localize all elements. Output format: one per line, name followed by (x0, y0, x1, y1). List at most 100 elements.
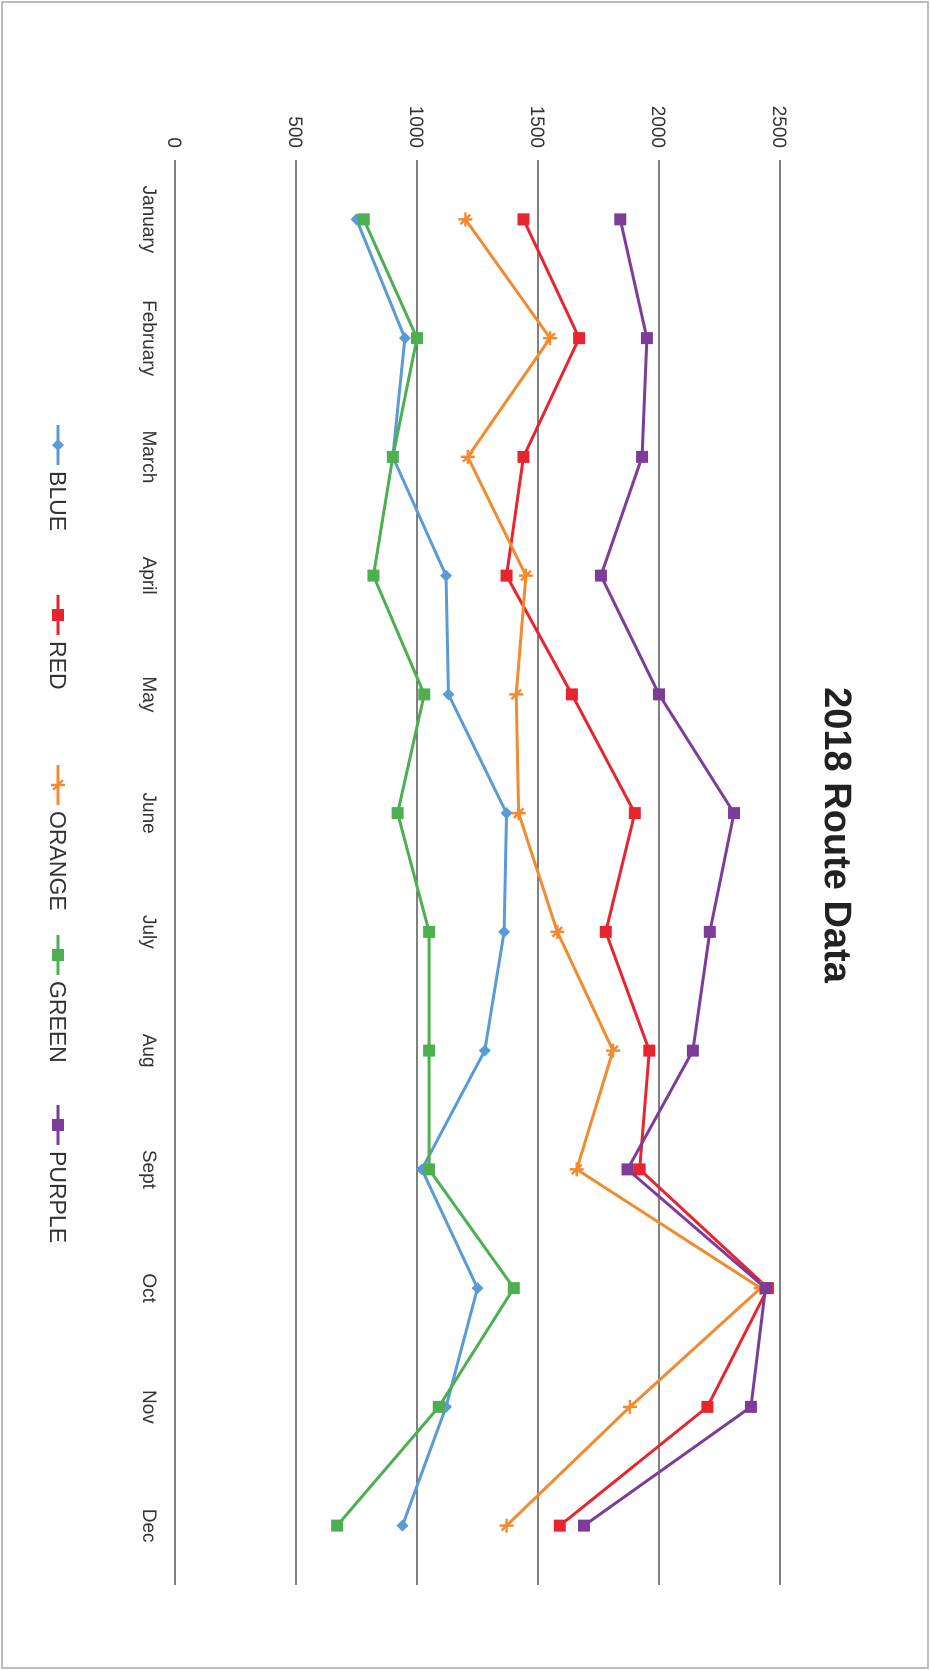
data-point-purple (759, 1282, 772, 1295)
data-point-orange (511, 806, 526, 821)
data-point-green (386, 450, 399, 463)
data-point-green (357, 213, 370, 226)
data-point-purple (594, 569, 607, 582)
legend-item-blue: BLUE (45, 425, 71, 531)
chart-title: 2018 Route Data (816, 687, 858, 984)
gridlines (174, 160, 781, 1585)
data-point-orange (622, 1399, 637, 1414)
x-axis-categories: January February March April May June July Aug S… (138, 186, 159, 1543)
legend-marker-orange (51, 778, 65, 792)
data-point-orange (606, 1043, 621, 1058)
series-red-line (505, 218, 770, 1527)
series-green-line (336, 218, 516, 1527)
data-point-orange (509, 687, 524, 702)
y-tick-label: 1000 (405, 106, 426, 148)
x-category-label: Sept (138, 1150, 159, 1190)
legend-label-red: RED (45, 641, 71, 690)
data-point-blue (396, 1519, 409, 1532)
legend-item-green: GREEN (45, 935, 71, 1063)
data-point-purple (686, 1044, 699, 1057)
data-point-orange (499, 1518, 514, 1533)
legend-item-red: RED (45, 595, 71, 690)
data-point-red (643, 1044, 656, 1057)
data-point-green (331, 1519, 344, 1532)
series-purple (577, 213, 772, 1532)
legend-marker-blue (52, 439, 64, 451)
data-point-red (500, 569, 513, 582)
data-point-purple (703, 925, 716, 938)
y-tick-label: 2000 (647, 106, 668, 148)
data-point-red (565, 688, 578, 701)
x-category-label: Dec (138, 1509, 159, 1543)
legend-label-blue: BLUE (45, 471, 71, 531)
series-lines (331, 212, 774, 1533)
y-tick-label: 500 (284, 116, 305, 148)
data-point-green (507, 1282, 520, 1295)
data-point-purple (577, 1519, 590, 1532)
series-orange-line (464, 218, 763, 1527)
data-point-purple (744, 1400, 757, 1413)
data-point-blue (498, 925, 511, 938)
data-point-green (418, 688, 431, 701)
data-point-red (517, 213, 530, 226)
x-category-label: June (138, 793, 159, 834)
x-category-label: January (138, 186, 159, 254)
x-category-label: February (138, 300, 159, 377)
data-point-orange (550, 924, 565, 939)
data-point-blue (471, 1282, 484, 1295)
data-point-blue (440, 569, 453, 582)
y-tick-label: 1500 (526, 106, 547, 148)
legend-label-orange: ORANGE (45, 811, 71, 911)
legend-marker-purple (52, 1119, 64, 1131)
series-purple-line (583, 219, 767, 1527)
data-point-purple (653, 688, 665, 701)
data-point-orange (569, 1162, 584, 1177)
data-point-purple (636, 450, 649, 463)
data-point-purple (728, 807, 741, 820)
data-point-green (423, 925, 436, 938)
data-point-purple (614, 213, 627, 226)
data-point-green (423, 1044, 436, 1057)
data-point-green (432, 1400, 445, 1413)
x-category-label: March (138, 430, 159, 483)
data-point-red (628, 807, 641, 820)
x-category-label: Oct (138, 1273, 159, 1303)
data-point-orange (460, 449, 475, 464)
x-category-label: Nov (138, 1390, 159, 1424)
legend-marker-red (52, 609, 64, 621)
legend-item-orange: ORANGE (45, 765, 71, 911)
x-category-label: July (138, 915, 159, 949)
legend-label-green: GREEN (45, 981, 71, 1063)
data-point-red (517, 450, 530, 463)
data-point-red (599, 925, 612, 938)
data-point-purple (621, 1163, 634, 1176)
data-point-blue (478, 1044, 491, 1057)
data-point-red (553, 1519, 566, 1532)
legend: BLUE RED ORANGE GREEN PURPLE (45, 425, 71, 1243)
data-point-green (411, 332, 423, 345)
data-point-orange (543, 331, 558, 346)
data-point-red (633, 1163, 646, 1176)
data-point-red (701, 1400, 714, 1413)
data-point-purple (640, 332, 653, 345)
data-point-blue (398, 332, 411, 345)
data-point-green (423, 1163, 436, 1176)
legend-item-purple: PURPLE (45, 1105, 71, 1243)
data-point-green (367, 569, 380, 582)
y-tick-label: 2500 (768, 106, 789, 148)
series-blue-line (355, 218, 509, 1527)
legend-marker-green (52, 949, 64, 961)
data-point-green (391, 807, 404, 820)
data-point-red (573, 332, 586, 345)
data-point-blue (500, 807, 513, 820)
data-point-orange (458, 212, 473, 227)
x-category-label: April (138, 557, 159, 595)
legend-label-purple: PURPLE (45, 1151, 71, 1243)
y-tick-label: 0 (163, 137, 184, 148)
y-axis-ticks: 0 500 1000 1500 2000 2500 (163, 106, 789, 148)
data-point-blue (442, 688, 455, 701)
data-point-orange (518, 568, 533, 583)
